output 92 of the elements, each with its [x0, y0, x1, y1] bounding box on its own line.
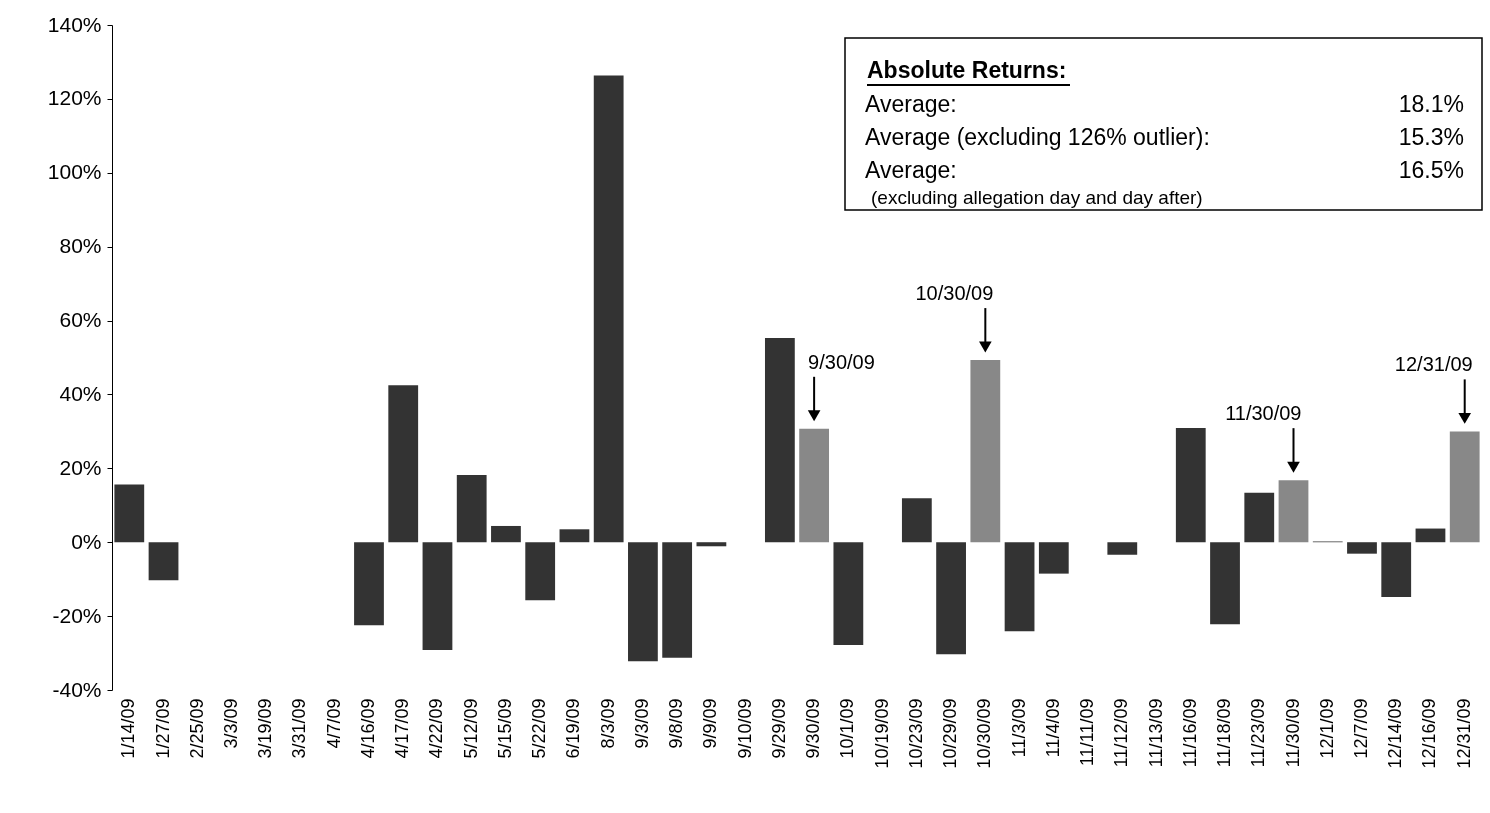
bar [901, 498, 932, 543]
y-tick-label: 80% [59, 234, 102, 258]
bar [456, 474, 487, 543]
bar [1210, 542, 1240, 625]
x-tick-label: 11/11/09 [1077, 698, 1098, 766]
x-tick-label: 2/25/09 [186, 698, 207, 759]
x-tick-label: 10/19/09 [871, 698, 892, 769]
x-tick-label: 4/7/09 [323, 698, 344, 749]
x-tick-label: 12/16/09 [1419, 698, 1440, 769]
x-tick-label: 4/16/09 [357, 698, 378, 759]
annotation: Average: [865, 91, 957, 117]
y-tick-label: 60% [59, 308, 102, 332]
bar [1449, 431, 1480, 543]
bar [114, 484, 145, 543]
y-tick-label: 140% [47, 12, 102, 36]
bar [936, 542, 966, 655]
x-tick-label: 12/31/09 [1453, 698, 1474, 769]
x-tick-label: 11/18/09 [1214, 698, 1235, 768]
x-tick-label: 10/1/09 [837, 698, 858, 759]
x-tick-label: 9/30/09 [803, 698, 824, 759]
annotation: 9/30/09 [808, 350, 875, 373]
x-tick-label: 1/27/09 [152, 698, 173, 759]
x-tick-label: 11/23/09 [1248, 698, 1269, 768]
bar [525, 542, 556, 601]
bar [833, 542, 864, 645]
bar [593, 75, 624, 543]
bar [764, 337, 795, 543]
x-tick-label: 11/13/09 [1145, 698, 1166, 768]
x-tick-label: 11/16/09 [1179, 698, 1200, 768]
y-tick-label: -40% [52, 677, 102, 701]
x-tick-label: 9/9/09 [700, 698, 721, 749]
y-tick-label: -20% [52, 603, 102, 627]
bar [354, 542, 384, 626]
annotation: 16.5% [1398, 157, 1464, 183]
annotation: Average (excluding 126% outlier): [865, 124, 1210, 150]
annotation: Average: [865, 157, 957, 183]
annotation: 10/30/09 [915, 282, 994, 305]
x-tick-label: 4/22/09 [426, 698, 447, 759]
x-tick-label: 1/14/09 [118, 698, 139, 759]
bar [559, 529, 590, 543]
x-tick-label: 11/30/09 [1282, 698, 1303, 768]
x-tick-label: 5/12/09 [460, 698, 481, 759]
x-tick-label: 8/3/09 [597, 698, 618, 749]
x-tick-label: 3/3/09 [221, 698, 242, 749]
y-tick-label: 120% [47, 86, 102, 110]
bar [1004, 542, 1035, 632]
x-tick-label: 11/12/09 [1111, 698, 1132, 768]
x-tick-label: 12/14/09 [1385, 698, 1406, 769]
bar [1107, 542, 1138, 555]
bar [662, 542, 693, 658]
x-tick-label: 5/15/09 [494, 698, 515, 759]
bar [422, 542, 453, 651]
x-tick-label: 9/3/09 [631, 698, 652, 749]
x-tick-label: 9/10/09 [734, 698, 755, 759]
bar [388, 385, 419, 543]
bar [970, 360, 1001, 543]
x-tick-label: 10/29/09 [940, 698, 961, 769]
bar [491, 525, 521, 543]
bar [628, 542, 658, 662]
y-tick-label: 0% [71, 529, 102, 553]
x-tick-label: 12/7/09 [1350, 698, 1371, 759]
bar [1175, 428, 1206, 543]
y-tick-label: 40% [59, 381, 102, 405]
bar [1038, 542, 1069, 574]
bar [1415, 528, 1446, 543]
x-tick-label: 5/22/09 [529, 698, 550, 759]
bar [696, 542, 727, 547]
bar [1278, 480, 1309, 543]
x-tick-label: 10/23/09 [905, 698, 926, 769]
bar [1244, 492, 1275, 543]
x-tick-label: 3/31/09 [289, 698, 310, 759]
annotation: (excluding allegation day and day after) [871, 187, 1203, 208]
x-tick-label: 4/17/09 [392, 698, 413, 759]
bar [148, 542, 179, 581]
annotation: Absolute Returns: [867, 57, 1067, 83]
bar [1381, 542, 1412, 597]
annotation: 18.1% [1398, 91, 1464, 117]
x-tick-label: 11/4/09 [1042, 698, 1063, 758]
y-tick-label: 20% [59, 455, 102, 479]
x-tick-label: 9/29/09 [768, 698, 789, 759]
y-tick-label: 100% [47, 160, 102, 184]
x-tick-label: 11/3/09 [1008, 698, 1029, 758]
x-tick-label: 9/8/09 [666, 698, 687, 749]
x-tick-label: 10/30/09 [974, 698, 995, 769]
annotation: 11/30/09 [1225, 402, 1302, 425]
bar [799, 428, 830, 543]
bar [1347, 542, 1377, 554]
annotation: 12/31/09 [1394, 353, 1473, 376]
annotation: 15.3% [1398, 124, 1464, 150]
x-tick-label: 3/19/09 [255, 698, 276, 759]
x-tick-label: 12/1/09 [1316, 698, 1337, 759]
x-tick-label: 6/19/09 [563, 698, 584, 759]
